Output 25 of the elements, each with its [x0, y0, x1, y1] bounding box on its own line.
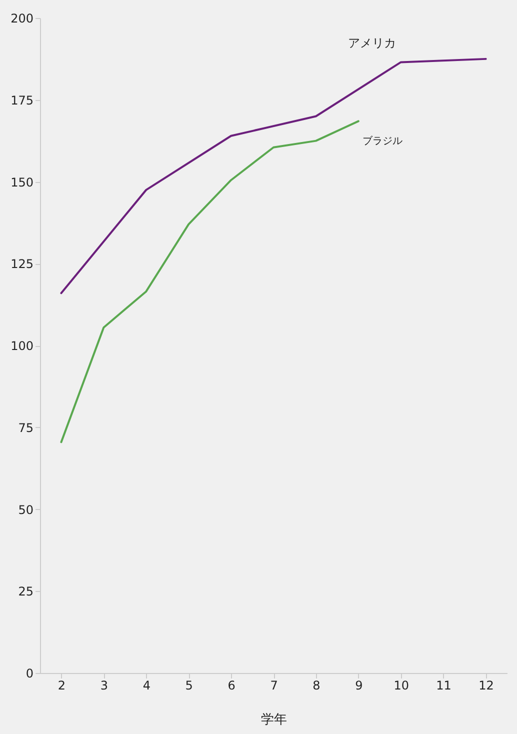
x-tick-label: 11	[436, 678, 452, 692]
x-tick-label: 9	[355, 678, 363, 692]
x-tick-label: 5	[185, 678, 193, 692]
y-tick-label: 50	[18, 502, 34, 517]
x-tick-label: 10	[394, 678, 410, 692]
y-tick-label: 100	[10, 339, 34, 353]
series-label: ブラジル	[362, 135, 402, 148]
series-label: アメリカ	[348, 36, 396, 50]
line-series	[60, 58, 487, 294]
x-tick-label: 6	[228, 678, 236, 692]
x-tick-label: 3	[100, 678, 108, 692]
y-tick-label: 125	[10, 257, 34, 272]
x-tick-label: 7	[270, 678, 278, 692]
y-tick-label: 200	[10, 12, 34, 26]
y-tick-label: 25	[18, 584, 34, 599]
y-tick-label: 75	[18, 420, 34, 435]
y-tick-label: 150	[10, 175, 34, 190]
x-tick-label: 4	[142, 678, 150, 692]
x-tick-label: 2	[58, 678, 66, 692]
y-tick-label: 0	[26, 666, 34, 680]
line-series	[60, 120, 360, 444]
x-tick-label: 8	[312, 678, 320, 692]
y-tick-label: 175	[10, 93, 34, 108]
x-axis-title: 学年	[261, 712, 287, 728]
x-tick-label: 12	[478, 678, 494, 692]
